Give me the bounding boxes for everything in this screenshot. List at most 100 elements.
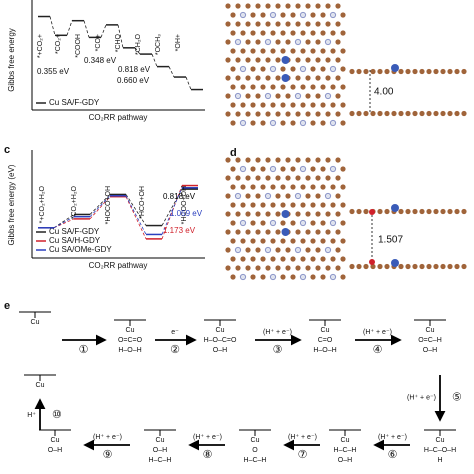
atom (285, 21, 291, 27)
atom (275, 93, 281, 99)
cu-atom (391, 259, 399, 267)
atom (234, 192, 242, 200)
atom (320, 30, 326, 36)
annotation: 0.660 eV (117, 76, 150, 85)
atom (340, 238, 346, 244)
atom (234, 246, 242, 254)
atom (245, 93, 251, 99)
legend-label: Cu SA/F-GDY (49, 227, 100, 236)
atom (335, 3, 341, 9)
atom (250, 238, 256, 244)
atom (315, 111, 321, 117)
atom (349, 68, 355, 75)
atom (255, 193, 261, 199)
atom (377, 110, 383, 117)
atom (356, 208, 362, 215)
atom (260, 48, 266, 54)
species-atoms: Cu (426, 327, 435, 334)
atom (329, 11, 337, 19)
atom (320, 274, 326, 280)
atom (305, 247, 311, 253)
atom (280, 166, 286, 172)
atom (300, 238, 306, 244)
atom (264, 38, 272, 46)
atom (356, 263, 362, 270)
atom (335, 157, 341, 163)
state-label: *CO+ (95, 34, 102, 51)
connector (117, 24, 124, 48)
atom (310, 66, 316, 72)
atom (310, 202, 316, 208)
atom (270, 102, 276, 108)
atom (300, 84, 306, 90)
atom (315, 75, 321, 81)
atom (245, 175, 251, 181)
atom (398, 208, 404, 215)
atom (225, 39, 231, 45)
atom (295, 175, 301, 181)
state-label: *OCH₃ (155, 34, 162, 55)
atom (230, 184, 236, 190)
atom (280, 238, 286, 244)
cu-atom (281, 228, 290, 236)
atom (426, 68, 432, 75)
species-atoms: H–C–H (244, 457, 267, 464)
atom (310, 274, 316, 280)
step-reagent: (H⁺ + e⁻) (288, 434, 317, 441)
atom (280, 184, 286, 190)
atom (265, 111, 271, 117)
species-atoms: Cu (341, 437, 350, 444)
x-label: CO₂RR pathway (89, 113, 148, 122)
atom (275, 157, 281, 163)
atom (363, 208, 369, 215)
atom (285, 157, 291, 163)
atom (447, 208, 453, 215)
atom (290, 48, 296, 54)
atom (290, 256, 296, 262)
connector (134, 47, 141, 55)
atom (270, 238, 276, 244)
atom (290, 120, 296, 126)
state-label: *CO₂+ (55, 34, 62, 54)
atom (255, 211, 261, 217)
atom (280, 66, 286, 72)
atom (324, 92, 332, 100)
atom (239, 165, 247, 173)
atom (405, 208, 411, 215)
y-label: Gibbs free energy (7, 28, 16, 92)
atom (275, 211, 281, 217)
atom (265, 3, 271, 9)
atom (290, 84, 296, 90)
state-label: *HOCO+OH (105, 186, 112, 224)
atom (225, 265, 231, 271)
atom (335, 93, 341, 99)
step-number: ⑦ (298, 449, 308, 461)
atom (305, 93, 311, 99)
atom (315, 247, 321, 253)
atom (300, 30, 306, 36)
species-atoms: C=O (318, 337, 333, 344)
atom (230, 202, 236, 208)
atom (285, 39, 291, 45)
atom (335, 57, 341, 63)
atom (305, 57, 311, 63)
atom (250, 102, 256, 108)
state-label: *HCO+OH (139, 186, 146, 219)
atom (255, 157, 261, 163)
atom (260, 202, 266, 208)
atom (245, 229, 251, 235)
species-atoms: Cu (36, 382, 45, 389)
atom (285, 193, 291, 199)
atom (225, 157, 231, 163)
atom (419, 208, 425, 215)
atom (320, 220, 326, 226)
atom (315, 3, 321, 9)
atom (290, 66, 296, 72)
atom (305, 39, 311, 45)
atom (315, 229, 321, 235)
atom (235, 75, 241, 81)
step-number: ② (170, 344, 180, 356)
step-number: ④ (373, 344, 383, 356)
atom (299, 219, 307, 227)
